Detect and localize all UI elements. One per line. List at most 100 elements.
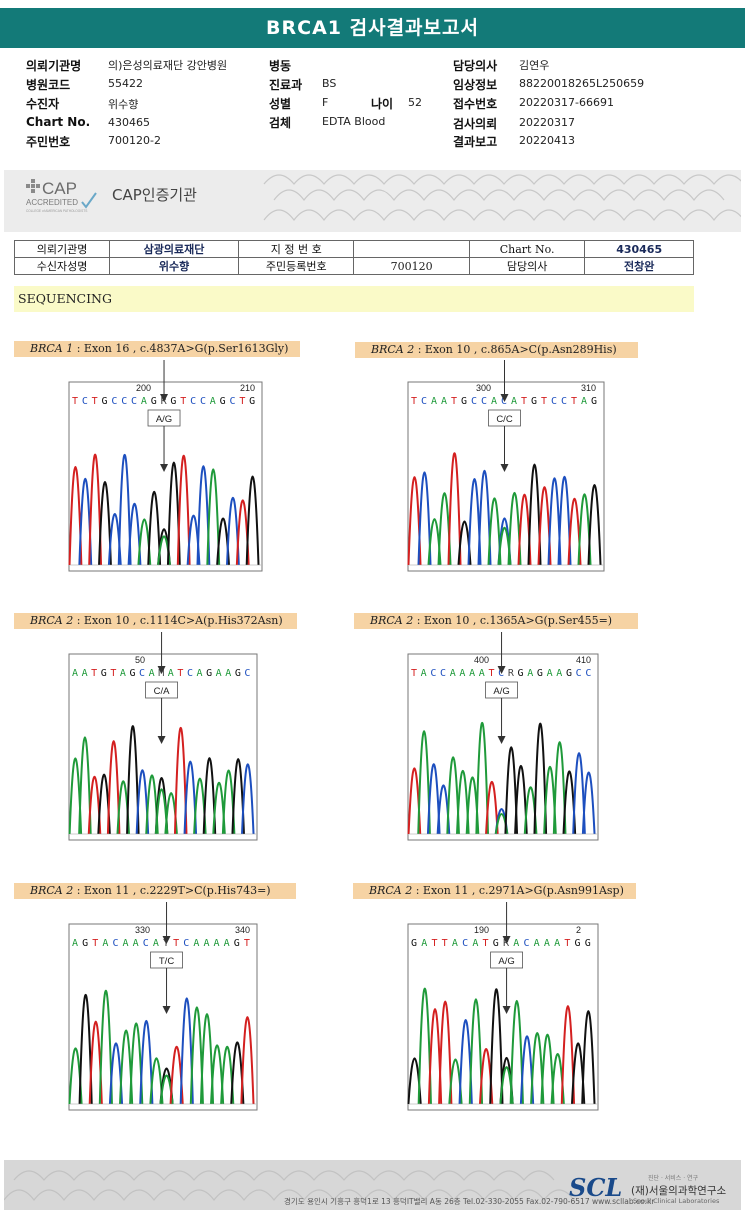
- base-call: C: [121, 396, 127, 407]
- chromatogram-peak: [88, 453, 103, 566]
- chromatogram-peak: [507, 492, 522, 566]
- base-call: A: [581, 396, 587, 407]
- base-call: T: [411, 396, 417, 407]
- chromatogram-peak: [240, 1016, 255, 1105]
- base-call: G: [518, 668, 524, 679]
- table-cell: 위수향: [109, 257, 240, 275]
- position-number: 410: [576, 655, 591, 665]
- arrow-icon: [502, 936, 511, 944]
- chromatogram-peak: [189, 1006, 204, 1105]
- base-call: A: [459, 668, 465, 679]
- arrow-icon: [162, 936, 171, 944]
- base-call: A: [133, 938, 139, 949]
- gene-name: BRCA 2: [30, 884, 74, 897]
- base-call: C: [551, 396, 557, 407]
- chromatogram-peak: [183, 760, 198, 835]
- table-cell: 700120: [353, 257, 470, 275]
- genotype-call: A/G: [498, 956, 514, 967]
- base-call: C: [244, 668, 250, 679]
- chromatogram-peak: [438, 1000, 453, 1105]
- base-call: T: [411, 668, 417, 679]
- table-row: 수신자성명 위수향 주민등록번호 700120 담당의사 전창완: [13, 257, 694, 275]
- table-cell: 의뢰기관명: [13, 240, 111, 258]
- table-cell: 430465: [584, 240, 694, 258]
- arrow-icon: [500, 464, 509, 472]
- table-row: 의뢰기관명 삼광의료재단 지 정 번 호 Chart No. 430465: [13, 240, 694, 258]
- value-department: BS: [322, 77, 337, 90]
- chromatogram-peak: [127, 503, 142, 566]
- chromatogram-peak: [126, 725, 140, 835]
- chromatogram-peak: [98, 481, 112, 566]
- gene-name: BRCA 1: [30, 342, 74, 355]
- section-title: SEQUENCING: [18, 291, 112, 306]
- chromatogram-peak: [504, 746, 519, 835]
- chromatogram-peak: [587, 484, 602, 566]
- chromatogram-peak: [547, 477, 562, 566]
- arrow-icon: [157, 666, 166, 674]
- base-call: G: [411, 938, 417, 949]
- table-cell: 주민등록번호: [238, 257, 355, 275]
- base-call: G: [566, 668, 572, 679]
- base-call: T: [177, 668, 183, 679]
- base-call: A: [141, 396, 147, 407]
- base-call: C: [523, 938, 529, 949]
- variant-description: : Exon 11 , c.2971A>G(p.Asn991Asp): [415, 884, 624, 897]
- base-call: G: [531, 396, 537, 407]
- cap-logo-icon: CAP ACCREDITED COLLEGE of AMERICAN PATHO…: [26, 179, 97, 213]
- value-specimen: EDTA Blood: [322, 115, 386, 128]
- base-call: C: [82, 396, 88, 407]
- base-call: A: [431, 396, 437, 407]
- base-call: C: [131, 396, 137, 407]
- base-call: C: [111, 396, 117, 407]
- table-cell: [353, 240, 470, 258]
- chromatogram-peak: [447, 452, 462, 566]
- chromatogram-peak: [426, 763, 441, 835]
- variant-description: : Exon 10 , c.865A>C(p.Asn289His): [417, 343, 617, 356]
- base-call: A: [203, 938, 209, 949]
- chromatogram-peak: [514, 764, 528, 835]
- base-call: T: [521, 396, 527, 407]
- variant-label: BRCA 2 : Exon 11 , c.2971A>G(p.Asn991Asp…: [353, 883, 636, 899]
- value-institution: 의)은성의료재단 강안병원: [108, 59, 228, 72]
- base-call: G: [129, 668, 135, 679]
- label-resident-no: 주민번호: [26, 135, 71, 149]
- base-call: T: [431, 938, 437, 949]
- footer-wave-pattern: [4, 1170, 575, 1201]
- label-age: 나이: [371, 97, 394, 111]
- arrow-icon: [157, 736, 166, 744]
- arrow-icon: [497, 736, 506, 744]
- position-number: 2: [576, 925, 581, 935]
- label-receipt-no: 접수번호: [453, 97, 498, 111]
- cap-certified-label: CAP인증기관: [112, 186, 197, 204]
- genotype-call: T/C: [159, 956, 174, 967]
- chromatogram-peak: [540, 1033, 555, 1105]
- value-receipt-no: 20220317-66691: [519, 96, 614, 109]
- position-number: 210: [240, 383, 255, 393]
- value-report-date: 20220413: [519, 134, 575, 147]
- base-call: T: [180, 396, 186, 407]
- base-call: G: [206, 668, 212, 679]
- position-number: 190: [474, 925, 489, 935]
- base-call: A: [527, 668, 533, 679]
- arrow-icon: [500, 394, 509, 402]
- base-call: A: [511, 396, 517, 407]
- scl-logo: SCL: [569, 1173, 623, 1202]
- sequencing-section-header: SEQUENCING: [14, 286, 694, 312]
- chromatogram-peak: [468, 998, 484, 1105]
- base-call: A: [225, 668, 231, 679]
- base-call: A: [547, 668, 553, 679]
- value-clinical-info: 88220018265L250659: [519, 77, 645, 90]
- base-call: A: [153, 938, 159, 949]
- variant-label: BRCA 2 : Exon 10 , c.1114C>A(p.His372Asn…: [14, 613, 297, 629]
- base-call: G: [101, 668, 107, 679]
- label-hospital-code: 병원코드: [26, 78, 71, 92]
- base-call: G: [493, 938, 499, 949]
- chromatogram-peak: [527, 463, 542, 566]
- label-specimen: 검체: [269, 116, 292, 130]
- base-call: T: [442, 938, 448, 949]
- base-call: R: [508, 668, 515, 679]
- arrow-icon: [502, 1006, 511, 1014]
- position-number: 300: [476, 383, 491, 393]
- chromatogram-peak: [78, 736, 92, 835]
